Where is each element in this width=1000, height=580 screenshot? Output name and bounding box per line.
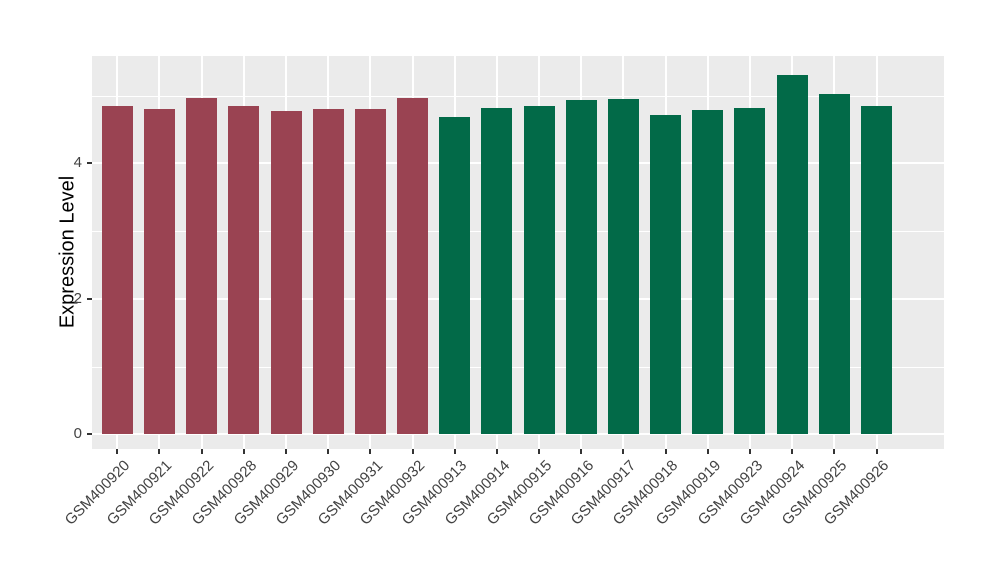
bar-GSM400913 <box>439 117 471 435</box>
x-tick-mark <box>833 449 836 454</box>
bar-GSM400922 <box>186 98 218 435</box>
bar-GSM400924 <box>776 74 808 435</box>
y-tick-label: 2 <box>73 289 82 307</box>
bar-GSM400919 <box>692 109 724 435</box>
major-gridline <box>92 297 944 300</box>
y-tick-label: 0 <box>73 425 82 443</box>
x-tick-mark <box>580 449 583 454</box>
x-tick-mark <box>242 449 245 454</box>
bar-GSM400920 <box>101 105 133 435</box>
bar-GSM400931 <box>354 109 386 435</box>
x-tick-mark <box>411 449 414 454</box>
x-tick-mark <box>664 449 667 454</box>
y-tick-mark <box>87 297 92 300</box>
bar-GSM400932 <box>397 98 429 435</box>
x-tick-mark <box>538 449 541 454</box>
x-tick-mark <box>622 449 625 454</box>
y-tick-label: 4 <box>73 154 82 172</box>
x-tick-mark <box>495 449 498 454</box>
bar-GSM400930 <box>312 109 344 435</box>
bar-GSM400914 <box>481 108 513 435</box>
minor-gridline <box>92 231 944 233</box>
y-tick-mark <box>87 433 92 436</box>
plot-panel <box>92 56 944 449</box>
minor-gridline <box>92 95 944 97</box>
x-tick-mark <box>327 449 330 454</box>
x-tick-mark <box>158 449 161 454</box>
x-tick-mark <box>116 449 119 454</box>
major-gridline <box>92 433 944 436</box>
bar-GSM400916 <box>565 100 597 435</box>
x-tick-mark <box>369 449 372 454</box>
bar-GSM400921 <box>143 109 175 435</box>
bar-GSM400918 <box>650 115 682 435</box>
bar-GSM400929 <box>270 111 302 435</box>
x-tick-mark <box>200 449 203 454</box>
bar-GSM400917 <box>607 98 639 435</box>
bar-GSM400928 <box>228 105 260 435</box>
bar-GSM400915 <box>523 105 555 435</box>
x-tick-mark <box>791 449 794 454</box>
minor-gridline <box>92 366 944 368</box>
x-tick-mark <box>453 449 456 454</box>
y-tick-mark <box>87 162 92 165</box>
x-tick-mark <box>748 449 751 454</box>
bar-GSM400925 <box>818 93 850 435</box>
bar-GSM400926 <box>861 105 892 435</box>
x-tick-mark <box>875 449 878 454</box>
bar-GSM400923 <box>734 107 766 435</box>
x-tick-mark <box>285 449 288 454</box>
major-gridline <box>92 162 944 165</box>
x-tick-mark <box>706 449 709 454</box>
